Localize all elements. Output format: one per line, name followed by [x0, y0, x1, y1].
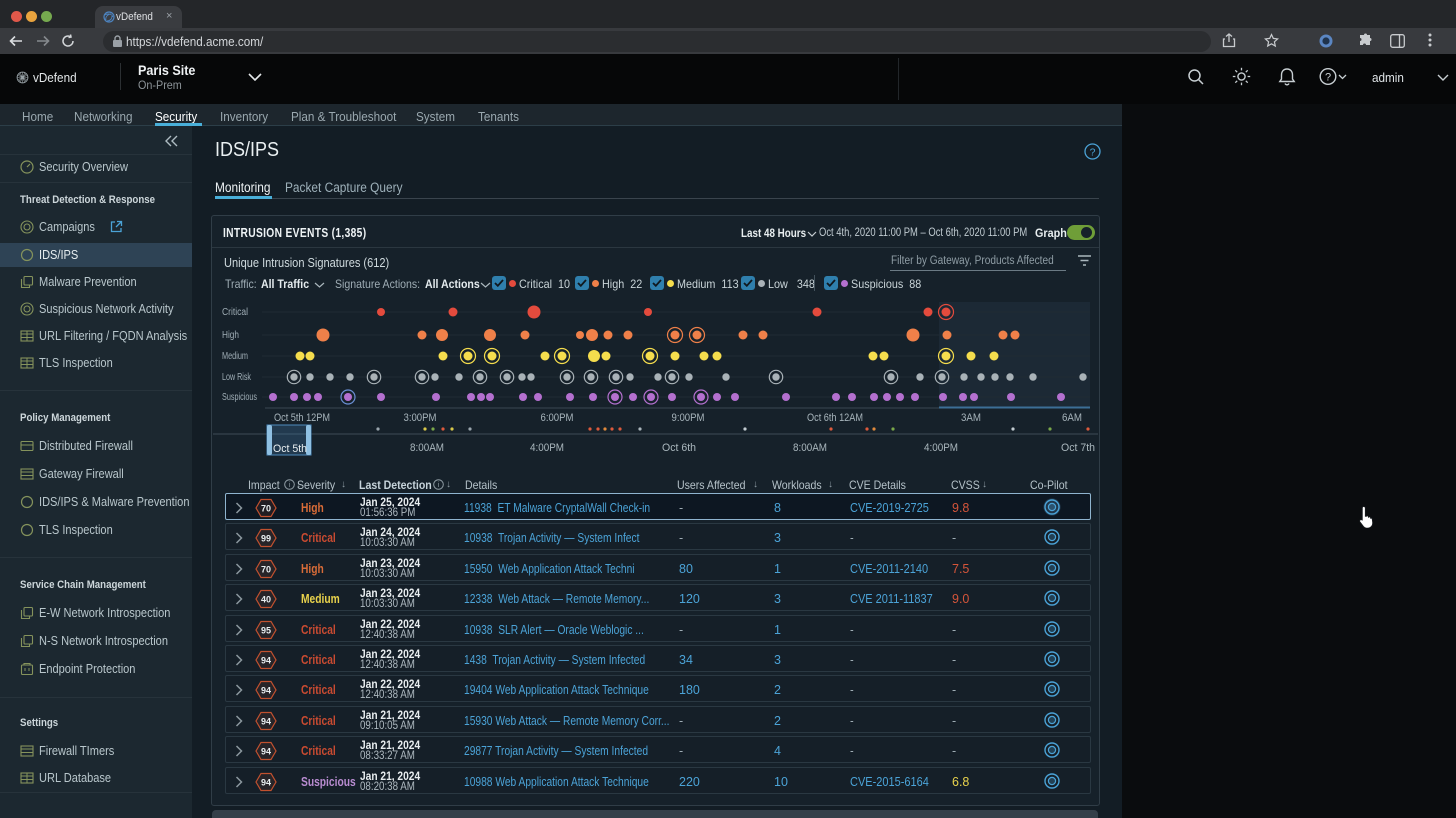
svg-text:Suspicious: Suspicious	[222, 392, 257, 403]
svg-text:Medium: Medium	[222, 351, 248, 362]
svg-text:Oct 5th 12PM: Oct 5th 12PM	[274, 412, 330, 424]
svg-text:94: 94	[261, 686, 271, 696]
svg-text:99: 99	[261, 534, 271, 544]
svg-text:4:00PM: 4:00PM	[924, 442, 958, 454]
svg-text:Low Risk: Low Risk	[222, 372, 252, 383]
svg-text:High: High	[222, 330, 239, 341]
svg-text:4:00PM: 4:00PM	[530, 442, 564, 454]
svg-text:70: 70	[261, 504, 271, 514]
svg-text:6:00PM: 6:00PM	[541, 412, 574, 424]
svg-text:6AM: 6AM	[1062, 412, 1082, 424]
svg-text:70: 70	[261, 565, 271, 575]
svg-text:95: 95	[261, 626, 271, 636]
svg-text:94: 94	[261, 656, 271, 666]
svg-text:8:00AM: 8:00AM	[793, 442, 827, 454]
svg-text:94: 94	[261, 778, 271, 788]
svg-text:40: 40	[261, 595, 271, 605]
svg-text:Critical: Critical	[222, 307, 248, 318]
svg-text:i: i	[289, 482, 291, 489]
svg-text:94: 94	[261, 747, 271, 757]
svg-text:Oct 6th 12AM: Oct 6th 12AM	[807, 412, 863, 424]
svg-text:3:00PM: 3:00PM	[404, 412, 437, 424]
svg-text:Oct 6th: Oct 6th	[662, 442, 696, 454]
svg-text:Oct 5th: Oct 5th	[273, 443, 307, 455]
svg-text:Oct 7th: Oct 7th	[1061, 442, 1095, 454]
svg-text:94: 94	[261, 717, 271, 727]
svg-text:3AM: 3AM	[961, 412, 981, 424]
svg-text:i: i	[438, 482, 440, 489]
svg-text:8:00AM: 8:00AM	[410, 442, 444, 454]
svg-text:?: ?	[1325, 72, 1331, 84]
svg-text:9:00PM: 9:00PM	[672, 412, 705, 424]
svg-text:?: ?	[1090, 147, 1096, 159]
